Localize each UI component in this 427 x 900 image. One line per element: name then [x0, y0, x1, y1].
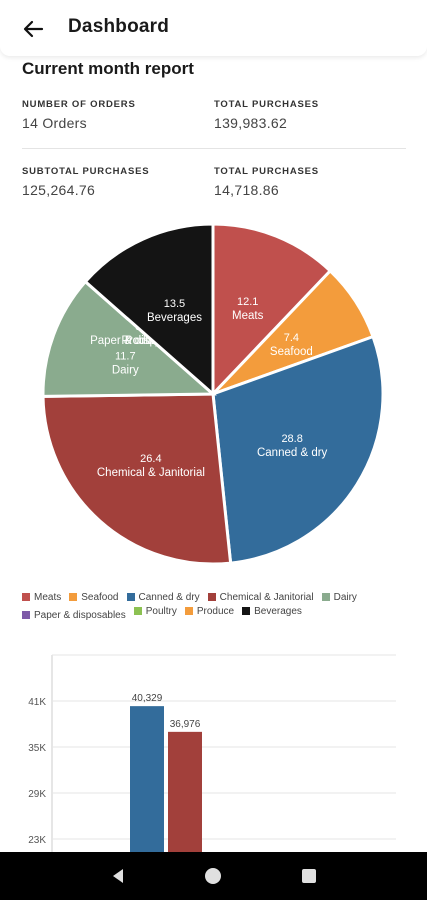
stat-total-purchases-2: TOTAL PURCHASES 14,718.86	[214, 166, 319, 198]
pie-data-label: 7.4 Seafood	[270, 332, 313, 358]
recents-square-icon[interactable]	[297, 864, 321, 888]
legend-label: Beverages	[254, 605, 302, 617]
legend-label: Chemical & Janitorial	[219, 591, 314, 603]
pie-slice-meats[interactable]	[211, 222, 333, 398]
legend-label: Canned & dry	[138, 591, 200, 603]
legend-swatch	[321, 593, 330, 601]
app-bar: Dashboard	[0, 0, 427, 56]
pie-category-label: Beverages	[147, 312, 202, 324]
stat-subtotal-purchases: SUBTOTAL PURCHASES 125,264.76	[22, 166, 149, 198]
legend-swatch	[22, 593, 30, 601]
legend-item: Chemical & Janitorial	[207, 590, 314, 604]
stat-number-of-orders: NUMBER OF ORDERS 14 Orders	[22, 99, 136, 131]
back-triangle-icon[interactable]	[106, 864, 130, 888]
stat-label: SUBTOTAL PURCHASES	[22, 166, 150, 177]
y-tick-label: 29K	[28, 789, 46, 800]
legend-label: Poultry	[145, 605, 177, 617]
pie-category-label: Dairy	[112, 365, 139, 377]
stat-value: 139,983.62	[214, 115, 288, 131]
bar-value-label: 40,329	[132, 693, 163, 704]
pie-data-label: 28.8 Canned & dry	[257, 433, 328, 459]
legend-swatch	[22, 611, 30, 619]
legend-item: Dairy	[321, 590, 357, 604]
stat-total-purchases: TOTAL PURCHASES 139,983.62	[214, 99, 319, 131]
legend-item: Paper & disposables	[22, 608, 126, 622]
legend-item: Seafood	[69, 590, 119, 604]
legend-label: Dairy	[333, 591, 357, 603]
legend-label: Paper & disposables	[34, 609, 126, 621]
page-title: Dashboard	[68, 16, 170, 37]
legend-item: Canned & dry	[126, 590, 200, 604]
stat-label: TOTAL PURCHASES	[214, 99, 319, 110]
pie-category-label: Seafood	[270, 346, 313, 358]
legend-label: Meats	[34, 591, 62, 603]
pie-category-label: Meats	[232, 310, 264, 322]
pie-data-label: 13.5 Beverages	[147, 298, 202, 324]
legend-swatch	[242, 607, 251, 615]
pie-value-label: 28.8	[281, 433, 302, 445]
legend-swatch	[184, 607, 193, 615]
pie-value-label: 12.1	[237, 296, 258, 308]
pie-value-label: 11.7	[115, 351, 136, 363]
legend-item: Meats	[22, 590, 61, 604]
stat-value: 14 Orders	[22, 115, 87, 131]
report-title: Current month report	[22, 59, 194, 78]
bar-value-label: 36,976	[170, 719, 201, 730]
pie-slice-canned-dry[interactable]	[211, 334, 385, 565]
pie-slice-chemical-janitorial[interactable]	[41, 392, 233, 566]
system-nav-bar	[0, 852, 427, 900]
stat-label: NUMBER OF ORDERS	[22, 99, 136, 110]
pie-data-label: 12.1 Meats	[232, 296, 264, 322]
pie-value-label: 26.4	[140, 453, 161, 465]
legend-item: Poultry	[133, 604, 177, 618]
pie-chart: 12.1 Meats 7.4 Seafood 28.8 Canned & dry 26.4 C…	[41, 222, 385, 566]
y-tick-label: 23K	[28, 835, 46, 846]
pie-value-label: 7.4	[284, 332, 299, 344]
bar[interactable]	[130, 706, 164, 855]
pie-category-label: Chemical & Janitorial	[97, 467, 205, 479]
pie-value-label: 13.5	[164, 298, 185, 310]
legend-swatch	[126, 593, 135, 601]
legend-item: Beverages	[242, 604, 302, 618]
home-circle-icon[interactable]	[201, 864, 225, 888]
legend-label: Seafood	[81, 591, 119, 603]
bar[interactable]	[168, 731, 202, 855]
pie-category-label: Canned & dry	[257, 447, 328, 459]
bar-chart: 41K 35K 29K 23K 40,329 36,976	[28, 654, 396, 855]
y-tick-label: 35K	[28, 743, 46, 754]
pie-data-label: 26.4 Chemical & Janitorial	[97, 453, 205, 479]
legend-item: Produce	[184, 604, 235, 618]
pie-slice-dairy[interactable]	[41, 279, 217, 398]
y-tick-label: 41K	[28, 697, 46, 708]
legend-swatch	[69, 593, 78, 601]
stat-label: TOTAL PURCHASES	[214, 166, 319, 177]
pie-legend: Meats Seafood Canned & dry Chemical & Janit…	[22, 590, 412, 622]
legend-label: Produce	[196, 605, 235, 617]
divider	[22, 148, 406, 149]
stat-value: 125,264.76	[22, 182, 96, 198]
arrow-left-icon[interactable]	[18, 14, 48, 44]
stat-value: 14,718.86	[214, 182, 279, 198]
pie-data-label: 11.7 Dairy	[112, 351, 139, 377]
legend-swatch	[207, 593, 216, 601]
pie-slice-beverages[interactable]	[83, 222, 215, 398]
legend-swatch	[133, 607, 142, 615]
